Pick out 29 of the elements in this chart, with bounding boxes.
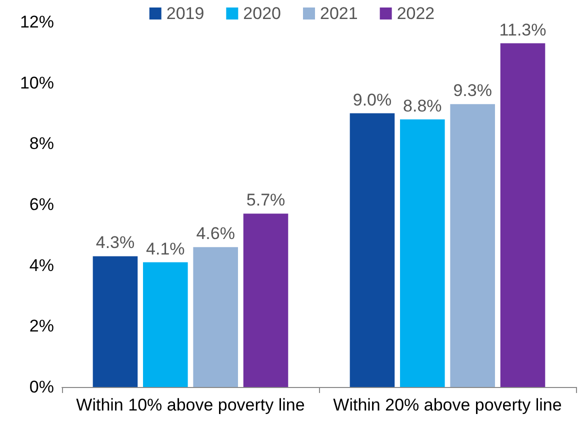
data-label: 4.6%: [196, 224, 235, 244]
data-label: 11.3%: [499, 20, 546, 40]
legend-label: 2019: [166, 4, 204, 23]
y-tick-label: 12%: [20, 12, 54, 32]
data-label: 5.7%: [246, 190, 286, 210]
bar: [243, 214, 288, 387]
bar: [92, 256, 138, 387]
x-tick-label: Within 10% above poverty line: [76, 396, 305, 414]
bar: [400, 119, 445, 387]
legend-label: 2022: [396, 4, 435, 23]
bar: [143, 262, 188, 387]
bar: [450, 104, 495, 387]
x-tick-label: Within 20% above poverty line: [333, 396, 562, 414]
y-tick-label: 0%: [29, 378, 54, 396]
bar: [350, 113, 395, 387]
legend-label: 2020: [243, 4, 282, 23]
y-tick-label: 10%: [20, 73, 54, 92]
y-tick-label: 8%: [29, 134, 54, 154]
data-label: 9.3%: [453, 81, 492, 100]
y-tick-label: 6%: [29, 195, 54, 214]
data-label: 4.3%: [96, 233, 135, 252]
data-label: 4.1%: [146, 239, 185, 258]
y-tick-label: 4%: [29, 256, 54, 275]
y-tick-label: 2%: [29, 316, 54, 336]
data-label: 9.0%: [352, 90, 392, 110]
legend-label: 2021: [320, 4, 358, 23]
bar: [500, 43, 546, 387]
bar: [193, 247, 238, 387]
data-label: 8.8%: [403, 96, 442, 116]
